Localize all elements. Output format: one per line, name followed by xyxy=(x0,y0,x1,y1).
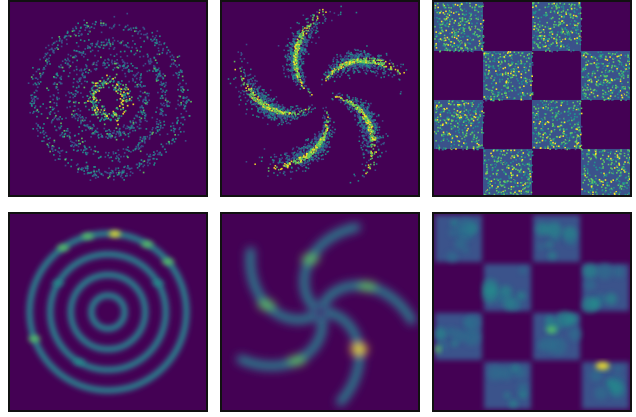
panel-rings-samples xyxy=(8,0,208,197)
checkerboard-density-field xyxy=(434,214,630,410)
ring-sample-points xyxy=(27,12,192,181)
pinwheel-sample-points xyxy=(227,5,408,184)
panel-rings-density xyxy=(8,212,208,412)
checkerboard-sample-points xyxy=(434,2,630,195)
panel-pinwheel-density xyxy=(220,212,420,412)
panel-pinwheel-samples xyxy=(220,0,420,197)
panel-checkerboard-density xyxy=(432,212,632,412)
pinwheel-density-field xyxy=(236,222,417,407)
panel-checkerboard-samples xyxy=(432,0,632,197)
ring-density-field xyxy=(26,230,190,394)
